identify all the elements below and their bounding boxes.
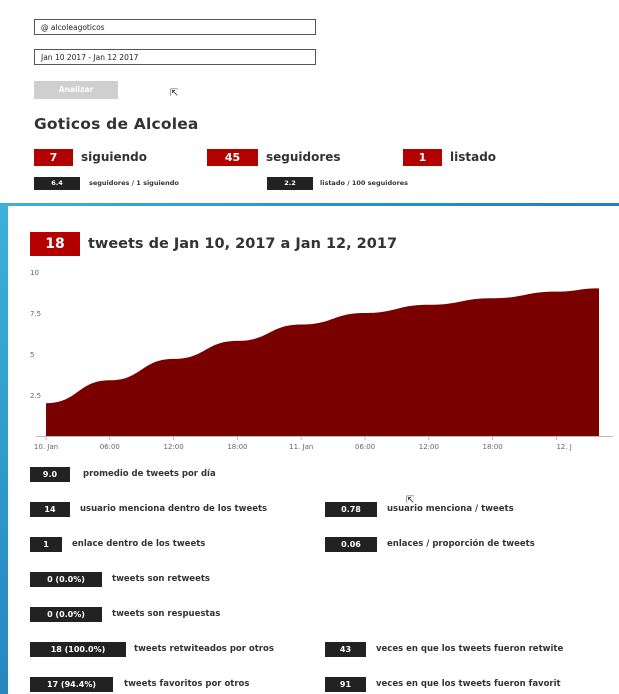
favorited-badge: 17 (94.4%)	[30, 677, 113, 692]
x-tick-label: 06:00	[100, 443, 120, 451]
retweets-badge: 0 (0.0%)	[30, 572, 102, 587]
fav-times-badge: 91	[325, 677, 366, 692]
date-range-input[interactable]: Jan 10 2017 - Jan 12 2017	[34, 49, 316, 65]
listed-ratio-label: listado / 100 seguidores	[320, 179, 409, 187]
x-tick-label: 12:00	[419, 443, 439, 451]
y-tick-label: 5	[30, 351, 34, 359]
replies-label: tweets son respuestas	[112, 609, 221, 619]
followers-count-badge: 45	[207, 149, 258, 166]
listed-count-badge: 1	[403, 149, 442, 166]
following-label: siguiendo	[81, 150, 148, 164]
y-tick-label: 2.5	[30, 392, 41, 400]
fav-times-label: veces en que los tweets fueron favorit	[376, 679, 561, 689]
tweets-area-chart: 10 7.5 5 2.5 10. Jan 06:00 12:00 18:00 11. Jan 0…	[30, 269, 613, 451]
following-count-badge: 7	[34, 149, 73, 166]
page-title: Goticos de Alcolea	[34, 115, 199, 133]
tweets-count-badge: 18	[30, 232, 80, 256]
followers-label: seguidores	[266, 150, 341, 164]
avg-tweets-badge: 9.0	[30, 467, 70, 482]
x-tick-label: 06:00	[355, 443, 375, 451]
mouse-cursor-icon: ⇱	[170, 88, 179, 99]
y-tick-label: 7.5	[30, 310, 41, 318]
listed-label: listado	[450, 150, 497, 164]
search-panel: @ alcoleagoticos Jan 10 2017 - Jan 12 20…	[0, 0, 619, 203]
links-label: enlace dentro de los tweets	[72, 539, 206, 549]
mentions-badge: 14	[30, 502, 70, 517]
followers-ratio-badge: 6.4	[34, 177, 80, 190]
retweeted-badge: 18 (100.0%)	[30, 642, 126, 657]
links-ratio-label: enlaces / proporción de tweets	[387, 539, 535, 549]
mentions-ratio-badge: 0.78	[325, 502, 377, 517]
links-badge: 1	[30, 537, 62, 552]
tweets-title: tweets de Jan 10, 2017 a Jan 12, 2017	[88, 236, 398, 252]
x-tick-label: 18:00	[483, 443, 503, 451]
links-ratio-badge: 0.06	[325, 537, 377, 552]
x-tick-label: 18:00	[227, 443, 247, 451]
favorited-label: tweets favoritos por otros	[124, 679, 250, 689]
x-tick-label: 12:00	[164, 443, 184, 451]
retweeted-label: tweets retwiteados por otros	[134, 644, 274, 654]
listed-ratio-badge: 2.2	[267, 177, 313, 190]
retweet-times-label: veces en que los tweets fueron retwite	[376, 644, 564, 654]
x-tick-label: 10. Jan	[34, 443, 58, 451]
mentions-ratio-label: usuario menciona / tweets	[387, 504, 514, 514]
avg-tweets-label: promedio de tweets por día	[83, 469, 216, 479]
retweet-times-badge: 43	[325, 642, 366, 657]
retweets-label: tweets son retweets	[112, 574, 210, 584]
x-tick-label: 12. J	[556, 443, 571, 451]
analyze-button[interactable]: Analizar	[34, 81, 118, 99]
tweets-area-series	[46, 288, 599, 436]
mentions-label: usuario menciona dentro de los tweets	[80, 504, 268, 514]
replies-badge: 0 (0.0%)	[30, 607, 102, 622]
x-tick-label: 11. Jan	[289, 443, 313, 451]
y-tick-label: 10	[30, 269, 39, 277]
followers-ratio-label: seguidores / 1 siguiendo	[89, 179, 179, 187]
username-input[interactable]: @ alcoleagoticos	[34, 19, 316, 35]
mouse-cursor-icon: ⇱	[406, 495, 415, 506]
tweets-panel: 18 tweets de Jan 10, 2017 a Jan 12, 2017…	[8, 206, 619, 694]
